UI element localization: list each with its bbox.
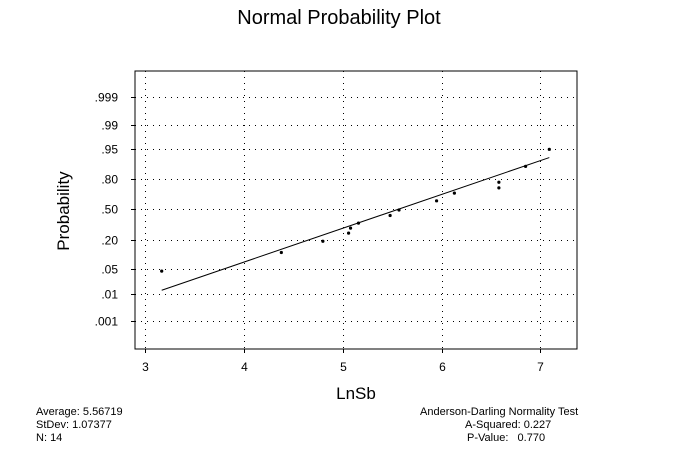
- y-tick-label: .001: [95, 315, 119, 329]
- axis-ticks: 3 4 5 6 7 .001 .01 .05 .20 .50 .80 .95 .99 .999: [95, 91, 545, 375]
- data-point: [497, 180, 501, 184]
- data-point: [388, 213, 392, 218]
- p-value-row: P-Value: 0.770: [420, 432, 578, 445]
- data-point: [452, 191, 456, 195]
- n-value: 14: [50, 432, 63, 444]
- x-tick-label: 6: [439, 360, 446, 374]
- y-tick-label: .01: [101, 288, 118, 302]
- data-point: [279, 250, 283, 255]
- x-tick-label: 3: [142, 360, 149, 374]
- a-squared-row: A-Squared: 0.227: [420, 419, 578, 432]
- x-axis-label: LnSb: [336, 384, 376, 400]
- data-points: [160, 147, 551, 273]
- normality-test-title: Anderson-Darling Normality Test: [420, 406, 579, 418]
- y-tick-label: .80: [101, 173, 118, 187]
- y-tick-label: .95: [101, 143, 118, 157]
- data-point: [160, 269, 164, 273]
- x-tick-label: 7: [537, 360, 544, 374]
- data-point: [346, 231, 351, 235]
- chart-title: Normal Probability Plot: [237, 7, 441, 29]
- y-tick-label: .20: [101, 234, 118, 248]
- x-tick-label: 5: [340, 360, 347, 374]
- data-point: [348, 226, 353, 230]
- stdev-label: StDev:: [36, 419, 70, 431]
- grid-layer: [135, 71, 577, 349]
- a-squared-label: A-Squared:: [465, 419, 521, 431]
- y-tick-label: .50: [101, 203, 118, 217]
- data-point: [321, 239, 325, 243]
- normal-probability-chart: Normal Probability Plot 3 4 5 6 7 .001 .01 .05.…: [54, 7, 578, 400]
- data-point: [397, 208, 401, 212]
- p-value-value: 0.770: [517, 432, 546, 444]
- y-tick-label: .05: [101, 263, 118, 277]
- data-point: [547, 147, 551, 151]
- normality-test: Anderson-Darling Normality Test A-Square…: [420, 406, 578, 445]
- x-tick-label: 4: [241, 360, 248, 374]
- data-point: [434, 199, 439, 203]
- n-label: N:: [36, 432, 47, 444]
- stdev-row: StDev: 1.07377: [36, 419, 123, 432]
- a-squared-value: 0.227: [523, 419, 552, 431]
- data-point: [523, 164, 528, 168]
- data-point: [497, 186, 501, 190]
- y-tick-label: .99: [101, 119, 118, 133]
- average-label: Average:: [36, 406, 80, 418]
- p-value-label: P-Value:: [467, 432, 509, 444]
- y-tick-label: .999: [95, 91, 119, 105]
- data-point: [356, 221, 361, 225]
- summary-stats: Average: 5.56719 StDev: 1.07377 N: 14: [36, 406, 123, 445]
- average-row: Average: 5.56719: [36, 406, 123, 419]
- y-axis-label: Probability: [54, 171, 73, 251]
- average-value: 5.56719: [82, 406, 123, 418]
- stdev-value: 1.07377: [72, 419, 112, 431]
- fit-line: [161, 157, 550, 291]
- n-row: N: 14: [36, 432, 123, 445]
